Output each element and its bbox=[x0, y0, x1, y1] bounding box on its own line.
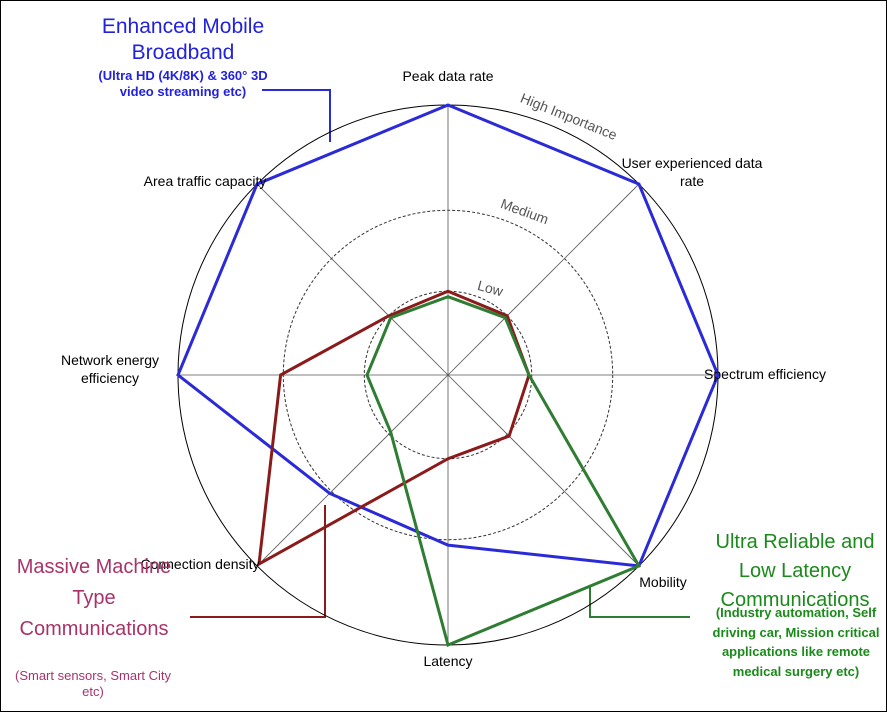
spoke bbox=[447, 374, 640, 567]
series-name: Massive Machine Type Communications bbox=[16, 556, 172, 640]
callout-mmtc bbox=[190, 505, 326, 618]
spoke bbox=[256, 183, 449, 376]
category-label: Spectrum efficiency bbox=[704, 366, 826, 382]
category-label: Mobility bbox=[639, 574, 687, 590]
category-label: Peak data rate bbox=[402, 68, 494, 84]
series-name: Enhanced Mobile Broadband bbox=[101, 15, 265, 65]
spoke bbox=[447, 183, 640, 376]
category-label: Area traffic capacity bbox=[143, 173, 267, 189]
category-label: Network energy efficiency bbox=[60, 352, 160, 386]
series-name: Ultra Reliable and Low Latency Communica… bbox=[715, 531, 875, 611]
ring-label: High Importance bbox=[518, 90, 619, 143]
callout-urllc bbox=[589, 585, 690, 618]
series-description: (Smart sensors, Smart City etc) bbox=[14, 668, 172, 700]
category-label: User experienced data rate bbox=[621, 155, 763, 189]
ring-label: Medium bbox=[499, 195, 551, 227]
ring-label: Low bbox=[476, 277, 506, 299]
category-label: Connection density bbox=[140, 556, 260, 572]
spoke bbox=[256, 374, 449, 567]
series-polygon bbox=[176, 103, 720, 568]
series-description: (Industry automation, Self driving car, … bbox=[712, 605, 880, 679]
series-description: (Ultra HD (4K/8K) & 360° 3D video stream… bbox=[98, 68, 268, 100]
series-polygon bbox=[257, 289, 531, 567]
category-label: Latency bbox=[423, 653, 473, 669]
callout-embb bbox=[262, 89, 331, 142]
series-polygon bbox=[365, 295, 642, 648]
